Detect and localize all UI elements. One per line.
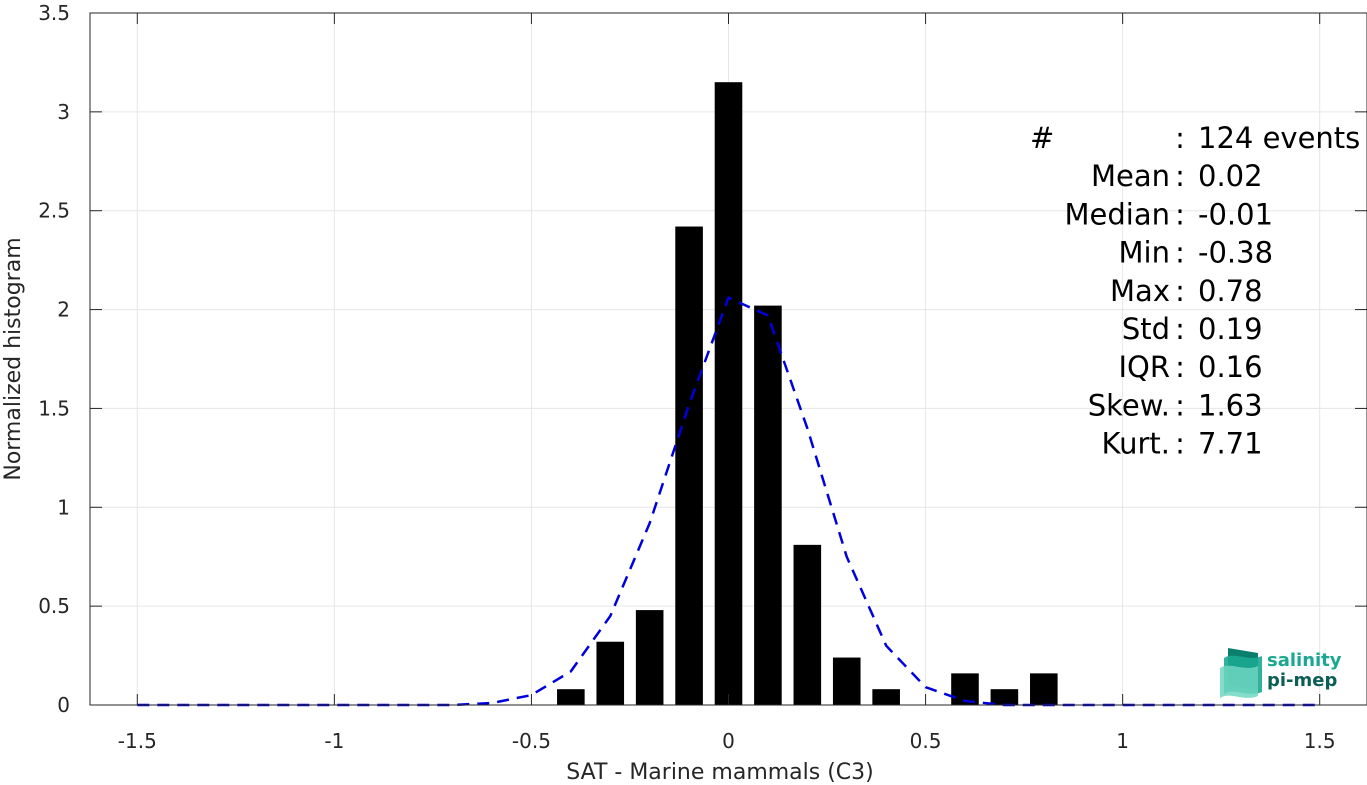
- stats-row: Median: -0.01: [1065, 197, 1274, 231]
- stats-row: IQR:0.16: [1118, 350, 1262, 384]
- stats-separator: :: [1175, 427, 1185, 461]
- stats-value: 0.02: [1198, 159, 1263, 193]
- y-tick-label: 1: [57, 495, 70, 519]
- stats-separator: :: [1175, 121, 1185, 155]
- stats-separator: :: [1175, 350, 1185, 384]
- histogram-bar: [557, 689, 585, 705]
- fit-curve: [137, 296, 1320, 707]
- stats-separator: :: [1175, 388, 1185, 422]
- histogram-bar: [872, 689, 900, 705]
- stats-separator: :: [1175, 274, 1185, 308]
- salinity-pi-mep-logo: salinity pi-mep: [1220, 648, 1342, 698]
- histogram-bar: [793, 544, 822, 705]
- x-tick-label: -1: [324, 729, 344, 753]
- histogram-bar: [635, 610, 664, 705]
- stats-label: IQR: [1118, 350, 1170, 384]
- stats-label: Kurt.: [1102, 427, 1170, 461]
- y-tick-label: 0: [57, 693, 70, 717]
- histogram-bars: [557, 82, 1058, 705]
- stats-separator: :: [1175, 312, 1185, 346]
- stats-value: -0.38: [1198, 236, 1273, 270]
- stats-row: #:124 events: [1030, 121, 1360, 155]
- histogram-bar: [754, 305, 782, 705]
- histogram-bar: [1030, 673, 1058, 705]
- x-tick-label: -0.5: [512, 729, 551, 753]
- stats-label: Max: [1110, 274, 1170, 308]
- x-tick-label: 1: [1116, 729, 1129, 753]
- stats-label: Median: [1065, 197, 1170, 231]
- axis-ticks: -1.5 -1 -0.5 0 0.5 1 1.5 0 0.5 1 1.5 2 2.5 3 3.5: [38, 1, 1367, 753]
- stats-label: Skew.: [1088, 388, 1170, 422]
- stats-row: Skew.:1.63: [1088, 388, 1263, 422]
- normal-fit-line: [137, 296, 1320, 707]
- stats-value: 1.63: [1198, 388, 1263, 422]
- x-axis-title: SAT - Marine mammals (C3): [566, 760, 874, 785]
- y-tick-label: 2.5: [38, 199, 70, 223]
- stats-row: Max:0.78: [1110, 274, 1263, 308]
- x-tick-label: -1.5: [118, 729, 157, 753]
- x-tick-label: 1.5: [1304, 729, 1336, 753]
- stats-separator: :: [1175, 197, 1185, 231]
- stats-label: Std: [1122, 312, 1170, 346]
- stats-row: Mean:0.02: [1091, 159, 1263, 193]
- stats-row: Kurt.:7.71: [1102, 427, 1263, 461]
- stats-separator: :: [1175, 159, 1185, 193]
- stats-label: #: [1030, 121, 1054, 155]
- y-axis-title: Normalized histogram: [1, 237, 26, 480]
- histogram-bar: [675, 226, 703, 705]
- logo-wave-icon: [1220, 648, 1262, 698]
- histogram-bar: [832, 657, 861, 705]
- stats-label: Min: [1119, 236, 1170, 270]
- y-tick-label: 3.5: [38, 1, 70, 25]
- stats-row: Std:0.19: [1122, 312, 1263, 346]
- histogram-bar: [596, 641, 625, 705]
- stats-label: Mean: [1091, 159, 1170, 193]
- stats-value: 0.16: [1198, 350, 1263, 384]
- y-tick-label: 3: [57, 100, 70, 124]
- stats-separator: :: [1175, 236, 1185, 270]
- stats-value: 0.19: [1198, 312, 1263, 346]
- logo-pi-mep-text: pi-mep: [1267, 670, 1337, 691]
- y-tick-label: 1.5: [38, 396, 70, 420]
- stats-row: Min: -0.38: [1119, 236, 1274, 270]
- logo-salinity-text: salinity: [1267, 650, 1342, 671]
- stats-value: 124 events: [1198, 121, 1360, 155]
- stats-value: 7.71: [1198, 427, 1263, 461]
- histogram-bar: [714, 82, 743, 705]
- histogram-bar: [990, 689, 1019, 705]
- stats-value: -0.01: [1198, 197, 1273, 231]
- stats-value: 0.78: [1198, 274, 1263, 308]
- x-tick-label: 0.5: [910, 729, 942, 753]
- y-tick-label: 2: [57, 298, 70, 322]
- x-tick-label: 0: [722, 729, 735, 753]
- y-tick-label: 0.5: [38, 594, 70, 618]
